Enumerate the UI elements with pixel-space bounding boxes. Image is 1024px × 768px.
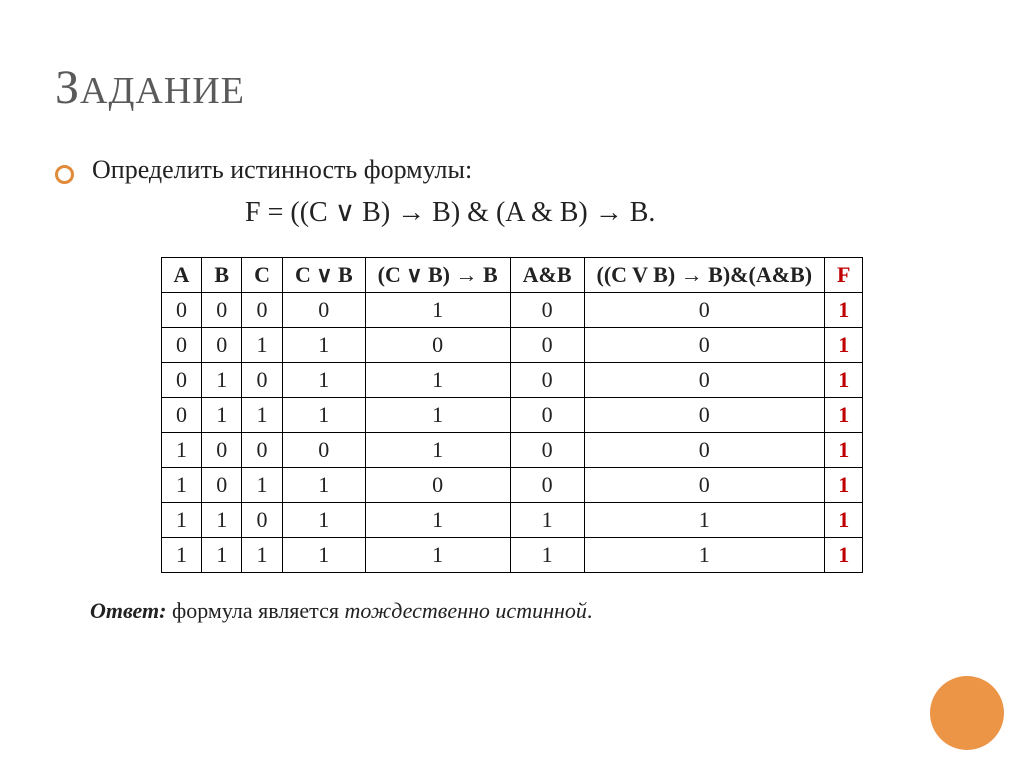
table-cell: 1: [282, 398, 365, 433]
decorative-circle: [930, 676, 1004, 750]
table-cell: 0: [584, 398, 825, 433]
table-col-4: (C ∨ B) → B: [365, 258, 510, 293]
table-col-7: F: [825, 258, 863, 293]
table-cell: 0: [161, 328, 202, 363]
table-cell: 1: [161, 503, 202, 538]
table-cell: 1: [584, 538, 825, 573]
table-col-5: A&B: [510, 258, 584, 293]
table-cell: 1: [510, 538, 584, 573]
table-cell: 1: [825, 433, 863, 468]
answer-line: Ответ: формула является тождественно ист…: [90, 598, 969, 624]
table-cell: 1: [825, 328, 863, 363]
table-cell: 0: [242, 363, 283, 398]
table-cell: 0: [202, 468, 242, 503]
table-cell: 1: [825, 293, 863, 328]
table-cell: 1: [161, 433, 202, 468]
table-cell: 0: [584, 328, 825, 363]
table-cell: 1: [510, 503, 584, 538]
table-header-row: ABCC ∨ B(C ∨ B) → BA&B((C V B) → B)&(A&B…: [161, 258, 863, 293]
table-cell: 1: [282, 503, 365, 538]
table-cell: 0: [161, 363, 202, 398]
table-cell: 1: [202, 503, 242, 538]
table-body: 0000100100110001010110010111100110001001…: [161, 293, 863, 573]
table-row: 11011111: [161, 503, 863, 538]
table-cell: 0: [584, 433, 825, 468]
table-cell: 1: [365, 538, 510, 573]
table-cell: 1: [825, 503, 863, 538]
table-cell: 0: [242, 293, 283, 328]
table-cell: 1: [202, 538, 242, 573]
table-row: 11111111: [161, 538, 863, 573]
table-col-2: C: [242, 258, 283, 293]
table-cell: 0: [584, 293, 825, 328]
table-cell: 1: [825, 468, 863, 503]
table-row: 01011001: [161, 363, 863, 398]
table-cell: 0: [282, 433, 365, 468]
table-cell: 1: [365, 363, 510, 398]
table-col-6: ((C V B) → B)&(A&B): [584, 258, 825, 293]
table-head: ABCC ∨ B(C ∨ B) → BA&B((C V B) → B)&(A&B…: [161, 258, 863, 293]
table-cell: 1: [365, 293, 510, 328]
table-cell: 0: [202, 328, 242, 363]
table-row: 10110001: [161, 468, 863, 503]
table-cell: 1: [365, 398, 510, 433]
table-cell: 0: [202, 293, 242, 328]
slide-title: ЗАДАНИЕ: [55, 60, 969, 115]
title-rest: АДАНИЕ: [80, 70, 245, 112]
table-cell: 0: [584, 468, 825, 503]
answer-post: .: [587, 598, 593, 623]
table-cell: 1: [282, 328, 365, 363]
table-col-0: A: [161, 258, 202, 293]
table-cell: 0: [510, 328, 584, 363]
table-cell: 1: [242, 398, 283, 433]
table-cell: 1: [282, 538, 365, 573]
table-cell: 1: [365, 503, 510, 538]
slide: ЗАДАНИЕ Определить истинность формулы: F…: [0, 0, 1024, 768]
table-col-1: B: [202, 258, 242, 293]
table-cell: 0: [510, 293, 584, 328]
table-cell: 0: [202, 433, 242, 468]
table-cell: 0: [242, 503, 283, 538]
table-cell: 1: [825, 363, 863, 398]
table-cell: 0: [242, 433, 283, 468]
table-cell: 0: [510, 468, 584, 503]
table-cell: 0: [510, 363, 584, 398]
table-cell: 0: [510, 433, 584, 468]
title-capital: З: [55, 61, 80, 114]
table-cell: 1: [242, 328, 283, 363]
formula-text: F = ((C ∨ B) → B) & (A & B) → B.: [245, 195, 969, 229]
table-cell: 1: [161, 468, 202, 503]
table-cell: 1: [825, 538, 863, 573]
table-cell: 0: [161, 293, 202, 328]
table-cell: 0: [282, 293, 365, 328]
table-cell: 0: [365, 328, 510, 363]
table-cell: 1: [202, 398, 242, 433]
table-cell: 0: [584, 363, 825, 398]
table-cell: 0: [510, 398, 584, 433]
table-cell: 1: [282, 468, 365, 503]
truth-table: ABCC ∨ B(C ∨ B) → BA&B((C V B) → B)&(A&B…: [161, 257, 864, 573]
table-cell: 1: [282, 363, 365, 398]
task-line: Определить истинность формулы:: [55, 155, 969, 185]
table-cell: 0: [365, 468, 510, 503]
table-row: 01111001: [161, 398, 863, 433]
table-cell: 1: [584, 503, 825, 538]
table-cell: 1: [825, 398, 863, 433]
table-row: 10001001: [161, 433, 863, 468]
bullet-icon: [55, 165, 74, 184]
answer-em: тождественно истинной: [344, 598, 586, 623]
answer-label: Ответ:: [90, 598, 166, 623]
task-text: Определить истинность формулы:: [92, 155, 472, 185]
table-cell: 0: [161, 398, 202, 433]
table-cell: 1: [365, 433, 510, 468]
table-row: 00110001: [161, 328, 863, 363]
table-cell: 1: [242, 538, 283, 573]
table-row: 00001001: [161, 293, 863, 328]
table-cell: 1: [161, 538, 202, 573]
table-cell: 1: [242, 468, 283, 503]
table-cell: 1: [202, 363, 242, 398]
table-col-3: C ∨ B: [282, 258, 365, 293]
answer-pre: формула является: [166, 598, 344, 623]
